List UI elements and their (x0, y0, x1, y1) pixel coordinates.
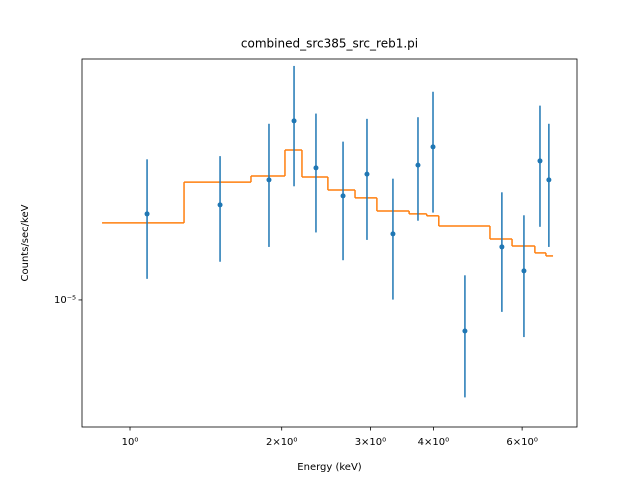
x-axis-label: Energy (keV) (297, 462, 362, 473)
data-point (390, 231, 396, 237)
data-point (537, 158, 543, 164)
data-point (462, 328, 468, 334)
data-point (415, 162, 421, 168)
data-point (266, 177, 272, 183)
data-point (521, 268, 527, 274)
chart-title: combined_src385_src_reb1.pi (241, 37, 418, 51)
data-point (364, 171, 370, 177)
x-tick-label: 6×10⁰ (506, 437, 537, 448)
data-point (313, 165, 319, 171)
plot-frame (81, 58, 578, 428)
y-axis-label: Counts/sec/keV (20, 204, 31, 281)
data-point (546, 177, 552, 183)
x-tick-label: 3×10⁰ (355, 437, 386, 448)
x-tick-label: 4×10⁰ (418, 437, 449, 448)
y-tick-label: 10⁻⁵ (54, 295, 76, 306)
data-point (291, 118, 297, 124)
x-tick-label: 10⁰ (122, 437, 139, 448)
data-point (340, 193, 346, 199)
data-point (144, 211, 150, 217)
x-tick-label: 2×10⁰ (266, 437, 297, 448)
data-point (430, 144, 436, 150)
data-point (217, 202, 223, 208)
data-point (499, 244, 505, 250)
